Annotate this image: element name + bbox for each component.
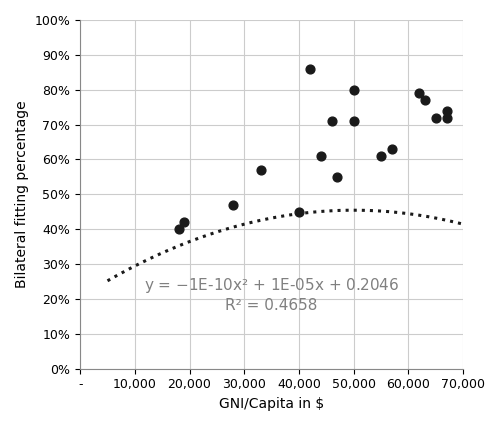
Point — [180, 219, 188, 226]
Point — [442, 114, 450, 121]
Point — [350, 86, 358, 93]
Point — [328, 118, 336, 124]
Point — [230, 201, 237, 208]
Point — [350, 118, 358, 124]
Point — [333, 173, 341, 180]
Point — [432, 114, 440, 121]
Point — [174, 226, 182, 233]
Point — [420, 97, 428, 104]
Point — [295, 208, 303, 215]
Point — [388, 146, 396, 153]
Point — [377, 153, 385, 159]
Point — [306, 66, 314, 72]
Point — [317, 153, 325, 159]
Text: R² = 0.4658: R² = 0.4658 — [226, 299, 318, 314]
X-axis label: GNI/Capita in $: GNI/Capita in $ — [219, 397, 324, 411]
Point — [256, 167, 264, 173]
Point — [415, 90, 423, 97]
Text: y = $-$1E-10x² + 1E-05x + 0.2046: y = $-$1E-10x² + 1E-05x + 0.2046 — [144, 276, 400, 294]
Y-axis label: Bilateral fitting percentage: Bilateral fitting percentage — [15, 101, 29, 288]
Point — [442, 107, 450, 114]
